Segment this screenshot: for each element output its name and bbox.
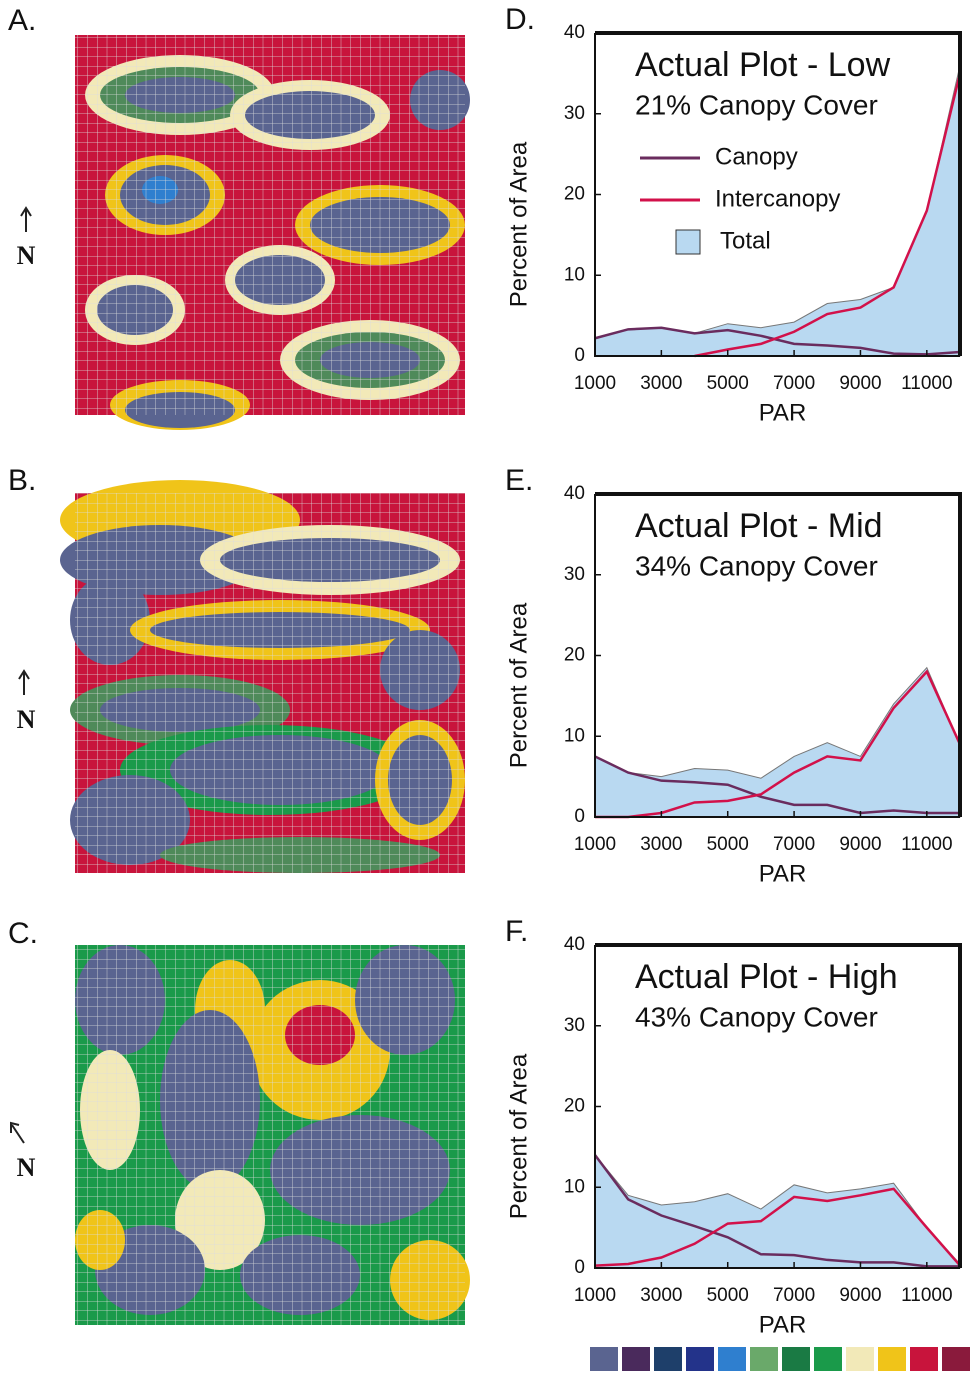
x-tick-label: 9000 [839, 1285, 881, 1306]
chart-subtitle: 34% Canopy Cover [635, 550, 878, 581]
panel-label: E. [505, 464, 533, 497]
line [594, 755, 960, 815]
y-tick-label: 20 [564, 645, 585, 666]
panel-label: A. [8, 4, 36, 37]
x-tick-label: 5000 [707, 1285, 749, 1306]
x-tick-label: 9000 [839, 373, 881, 394]
x-tick-label: 3000 [640, 1285, 682, 1306]
y-tick-label: 30 [564, 103, 585, 124]
x-tick-label: 11000 [901, 834, 952, 855]
y-tick-label: 20 [564, 1096, 585, 1117]
chart-subtitle: 21% Canopy Cover [635, 89, 878, 120]
north-label: N [17, 241, 36, 270]
x-tick-label: 7000 [773, 834, 815, 855]
y-axis-label: Percent of Area [505, 1053, 532, 1219]
y-tick-label: 40 [564, 22, 585, 43]
y-axis-label: Percent of Area [505, 602, 532, 768]
y-tick-label: 0 [574, 806, 585, 827]
y-tick-label: 0 [574, 1257, 585, 1278]
x-axis-label: PAR [759, 399, 807, 426]
frame [595, 492, 962, 817]
x-tick-label: 11000 [901, 373, 952, 394]
y-tick-label: 30 [564, 1015, 585, 1036]
y-tick-label: 40 [564, 483, 585, 504]
x-tick-label: 3000 [640, 373, 682, 394]
x-tick-label: 7000 [773, 373, 815, 394]
north-label: N [17, 705, 36, 734]
x-tick-label: 5000 [707, 373, 749, 394]
legend-label: Intercanopy [715, 185, 840, 212]
x-axis-label: PAR [759, 1311, 807, 1338]
x-tick-label: 1000 [574, 834, 616, 855]
x-tick-label: 1000 [574, 1285, 616, 1306]
line [595, 669, 962, 819]
x-tick-label: 5000 [707, 834, 749, 855]
chart-title: Actual Plot - Low [635, 46, 891, 84]
panel-label: C. [8, 917, 38, 950]
north-arrows [10, 206, 32, 1144]
panel-label: B. [8, 464, 36, 497]
panel-label: F. [505, 915, 528, 948]
legend-swatch [675, 229, 701, 255]
y-tick-label: 0 [574, 345, 585, 366]
map-c [75, 945, 470, 1325]
chart-title: Actual Plot - High [635, 958, 898, 996]
y-tick-label: 10 [564, 725, 585, 746]
x-tick-label: 1000 [574, 373, 616, 394]
chart-subtitle: 43% Canopy Cover [635, 1001, 878, 1032]
y-tick-label: 10 [564, 264, 585, 285]
y-tick-label: 40 [564, 934, 585, 955]
y-tick-label: 10 [564, 1176, 585, 1197]
frame [595, 31, 962, 356]
x-tick-label: 9000 [839, 834, 881, 855]
x-tick-label: 7000 [773, 1285, 815, 1306]
frame [595, 943, 962, 1268]
x-axis-label: PAR [759, 860, 807, 887]
line [594, 1187, 961, 1267]
legend-label: Canopy [715, 143, 798, 170]
area [594, 1153, 961, 1269]
panel-label: D. [505, 3, 535, 36]
x-tick-label: 11000 [901, 1285, 952, 1306]
y-tick-label: 30 [564, 564, 585, 585]
chart-title: Actual Plot - Mid [635, 507, 883, 545]
legend-label: Total [720, 227, 771, 254]
x-tick-label: 3000 [640, 834, 682, 855]
line [594, 326, 961, 356]
y-axis-label: Percent of Area [505, 141, 532, 307]
north-label: N [17, 1153, 36, 1182]
color-scale [590, 1347, 970, 1371]
y-tick-label: 20 [564, 184, 585, 205]
line [694, 73, 962, 358]
area [594, 666, 961, 818]
line [593, 1154, 960, 1268]
map-a [75, 35, 470, 430]
map-b [60, 480, 465, 873]
